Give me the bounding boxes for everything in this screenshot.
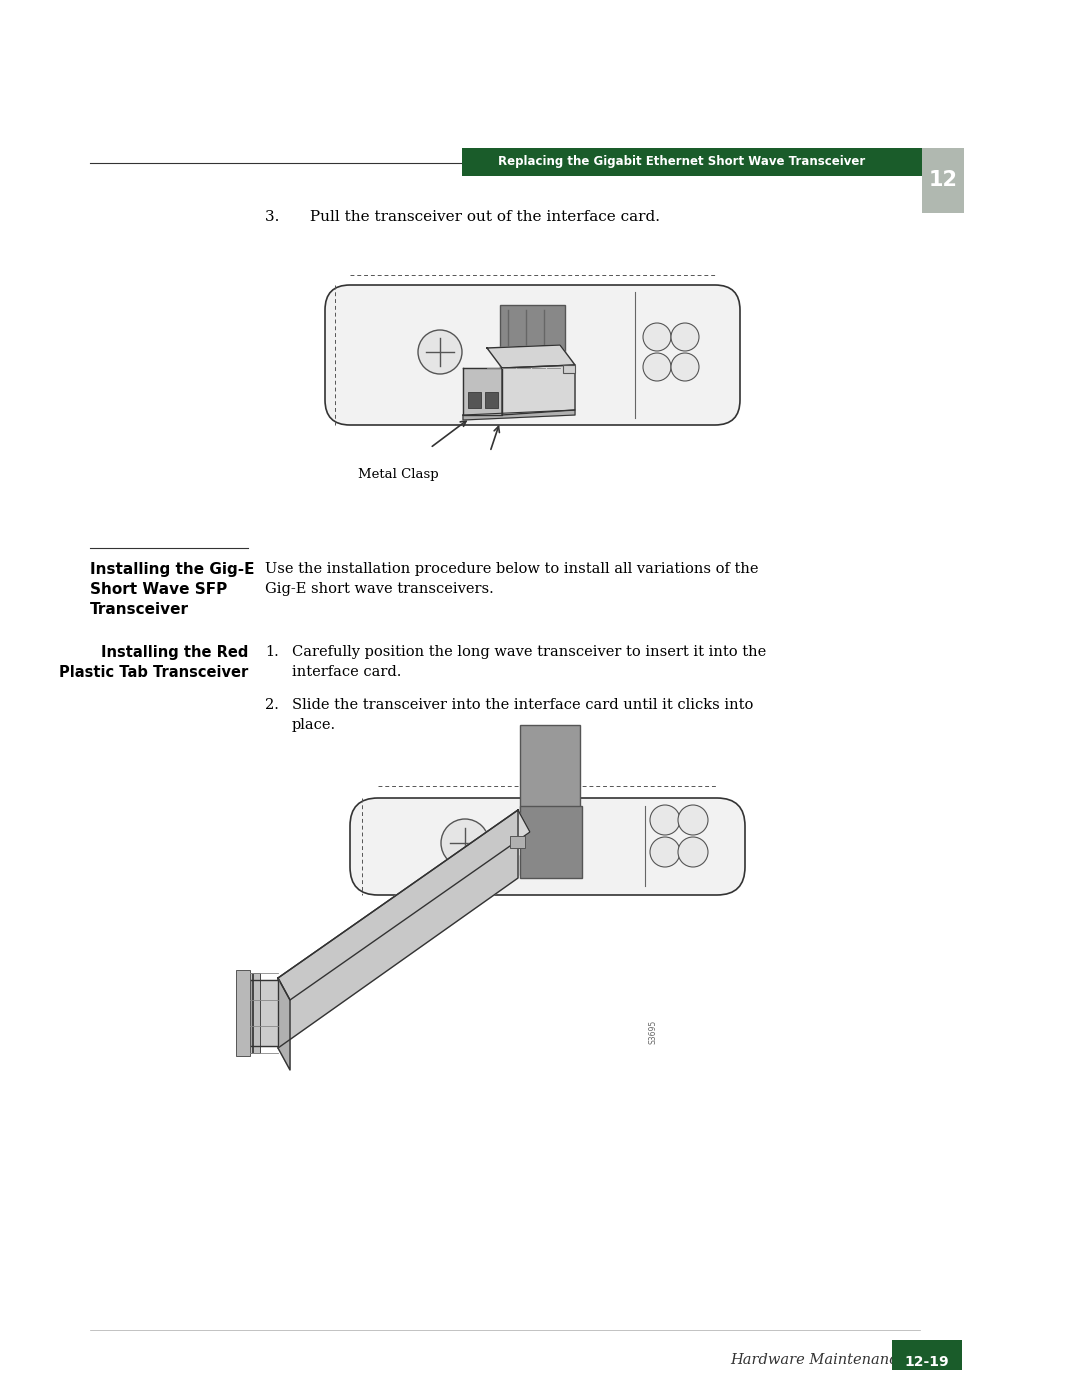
Circle shape: [678, 837, 708, 868]
Text: interface card.: interface card.: [292, 665, 402, 679]
Text: Gig-E short wave transceivers.: Gig-E short wave transceivers.: [265, 583, 494, 597]
Bar: [462, 148, 922, 176]
Bar: [519, 725, 580, 820]
Polygon shape: [278, 978, 291, 1070]
Polygon shape: [502, 365, 575, 415]
Circle shape: [671, 353, 699, 381]
Text: Transceiver: Transceiver: [90, 602, 189, 617]
Text: place.: place.: [292, 718, 336, 732]
Text: Use the installation procedure below to install all variations of the: Use the installation procedure below to …: [265, 562, 758, 576]
Polygon shape: [463, 367, 502, 415]
Text: 12: 12: [929, 170, 958, 190]
Bar: [563, 365, 575, 373]
Polygon shape: [487, 345, 575, 367]
FancyBboxPatch shape: [325, 285, 740, 425]
Circle shape: [643, 353, 671, 381]
Bar: [510, 835, 525, 848]
Text: Installing the Red: Installing the Red: [100, 645, 248, 659]
Bar: [237, 972, 244, 1053]
FancyBboxPatch shape: [350, 798, 745, 895]
Bar: [485, 393, 498, 408]
Bar: [253, 972, 260, 1053]
Text: S3695: S3695: [648, 1020, 658, 1044]
Text: 2.: 2.: [265, 698, 279, 712]
Text: 3.  Pull the transceiver out of the interface card.: 3. Pull the transceiver out of the inter…: [265, 210, 660, 224]
Polygon shape: [278, 810, 518, 1048]
Circle shape: [671, 323, 699, 351]
Circle shape: [650, 837, 680, 868]
Text: Hardware Maintenance: Hardware Maintenance: [730, 1354, 906, 1368]
Bar: [245, 972, 252, 1053]
Text: Installing the Gig-E: Installing the Gig-E: [90, 562, 255, 577]
Circle shape: [650, 805, 680, 835]
Text: Plastic Tab Transceiver: Plastic Tab Transceiver: [58, 665, 248, 680]
Bar: [892, 1340, 962, 1370]
Text: Short Wave SFP: Short Wave SFP: [90, 583, 227, 597]
Polygon shape: [463, 409, 575, 420]
Bar: [237, 970, 249, 1056]
Circle shape: [678, 805, 708, 835]
Circle shape: [643, 323, 671, 351]
Polygon shape: [278, 810, 530, 1000]
Circle shape: [441, 819, 489, 868]
Circle shape: [418, 330, 462, 374]
Text: Metal Clasp: Metal Clasp: [357, 468, 438, 481]
Bar: [500, 305, 565, 390]
Bar: [468, 393, 481, 408]
Text: 12-19: 12-19: [905, 1355, 949, 1369]
Bar: [922, 148, 964, 212]
Text: Carefully position the long wave transceiver to insert it into the: Carefully position the long wave transce…: [292, 645, 766, 659]
Polygon shape: [249, 981, 278, 1046]
Text: Slide the transceiver into the interface card until it clicks into: Slide the transceiver into the interface…: [292, 698, 754, 712]
Text: 1.: 1.: [265, 645, 279, 659]
Bar: [519, 806, 582, 877]
Text: Replacing the Gigabit Ethernet Short Wave Transceiver: Replacing the Gigabit Ethernet Short Wav…: [498, 155, 866, 169]
Bar: [519, 855, 580, 875]
